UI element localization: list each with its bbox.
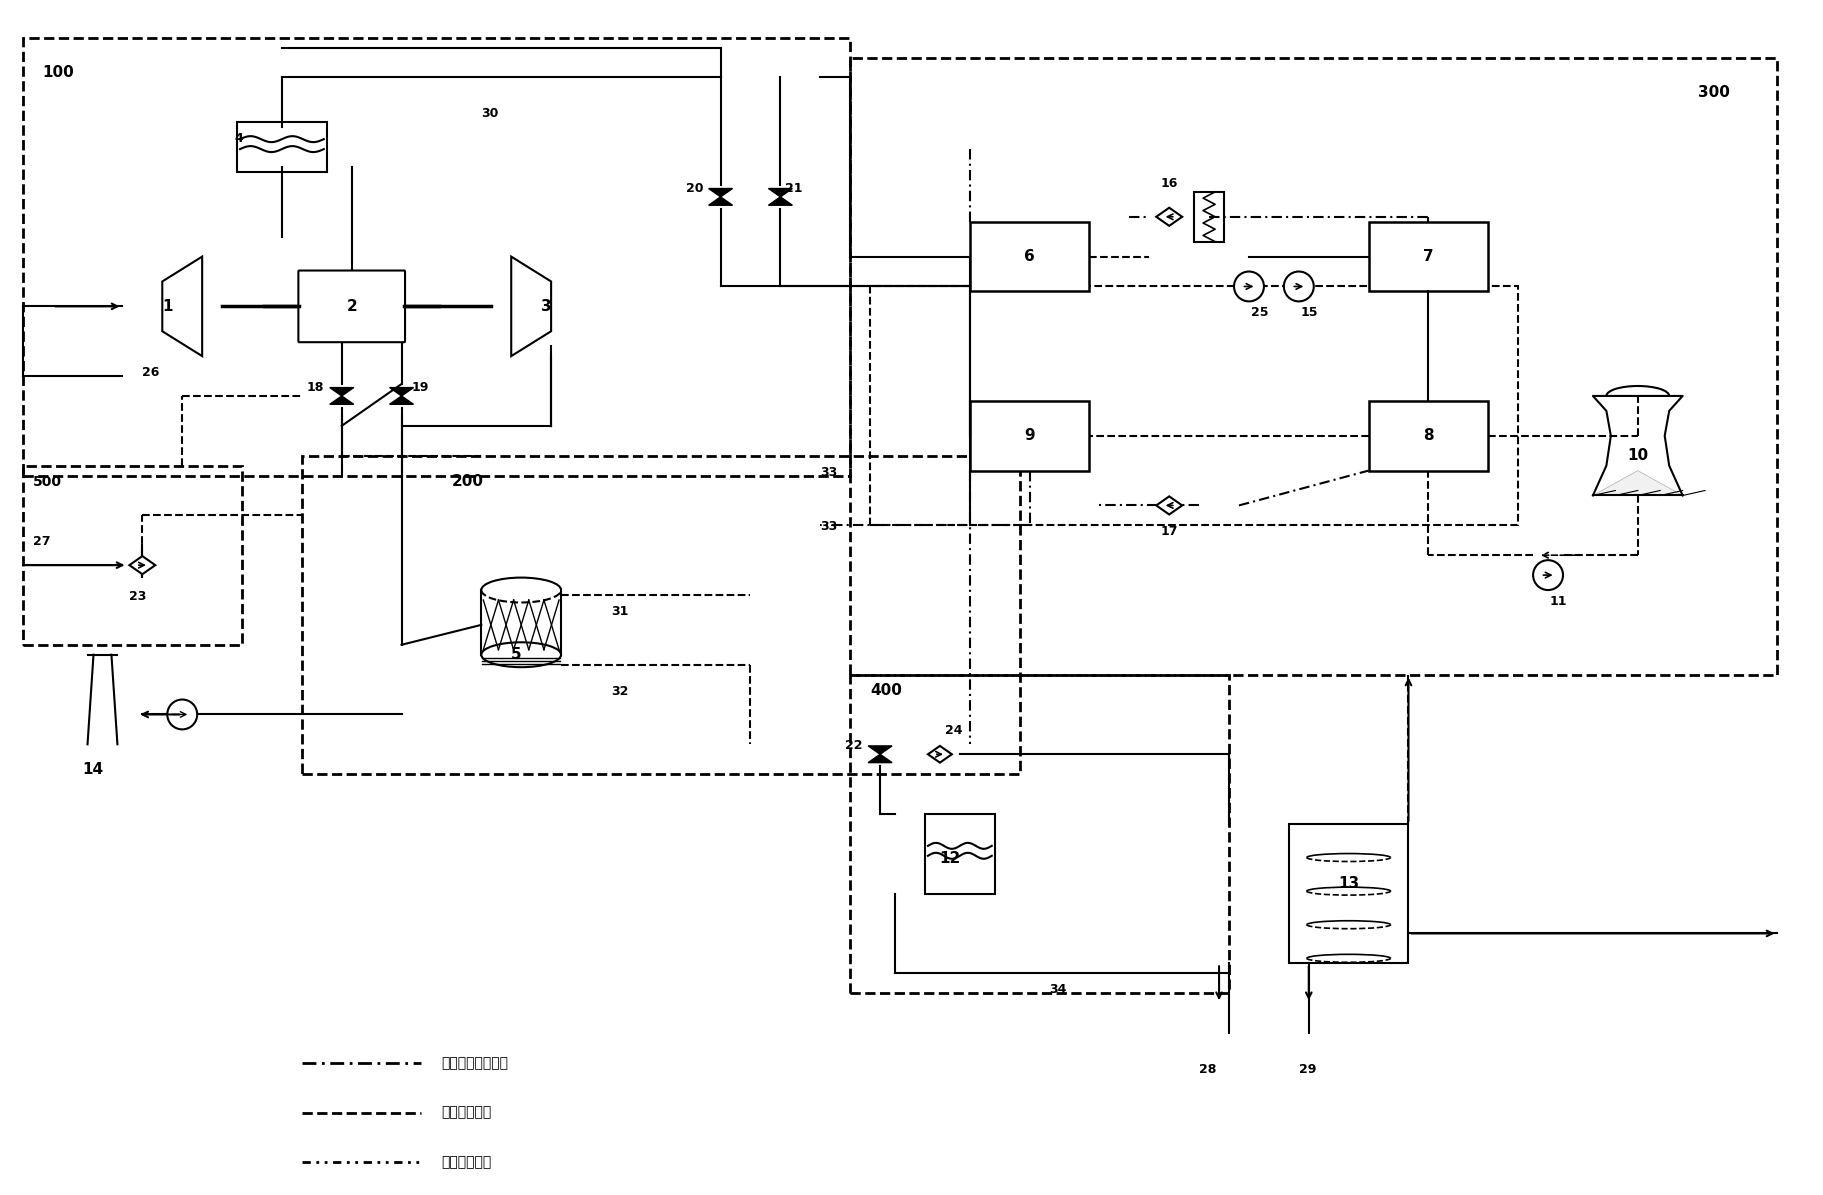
Circle shape — [1533, 560, 1562, 590]
Text: 16: 16 — [1159, 177, 1178, 190]
Text: 29: 29 — [1298, 1062, 1316, 1076]
Text: 33: 33 — [820, 520, 837, 533]
Circle shape — [168, 699, 197, 729]
Text: 21: 21 — [786, 182, 802, 195]
Text: 300: 300 — [1697, 85, 1728, 100]
Text: 22: 22 — [844, 740, 862, 753]
Text: 9: 9 — [1025, 428, 1034, 443]
Polygon shape — [330, 396, 354, 404]
Polygon shape — [868, 754, 891, 762]
Bar — [1289, 823, 1407, 963]
Text: 27: 27 — [33, 535, 51, 549]
Text: 11: 11 — [1550, 595, 1566, 608]
Text: 1: 1 — [162, 299, 173, 314]
FancyBboxPatch shape — [299, 270, 405, 342]
Bar — [22, 37, 850, 476]
Polygon shape — [390, 387, 414, 396]
Text: 200: 200 — [450, 473, 483, 489]
Text: 23: 23 — [129, 590, 146, 603]
Bar — [22, 466, 242, 645]
Circle shape — [1234, 271, 1263, 301]
Text: 500: 500 — [33, 474, 62, 489]
Polygon shape — [868, 746, 891, 754]
Text: 33: 33 — [820, 466, 837, 478]
Bar — [237, 122, 326, 172]
Text: 20: 20 — [685, 182, 704, 195]
Text: 8: 8 — [1422, 428, 1433, 443]
Text: 400: 400 — [870, 682, 902, 698]
Polygon shape — [767, 197, 791, 206]
Text: 19: 19 — [412, 381, 428, 394]
Text: 26: 26 — [142, 366, 160, 379]
Text: 3: 3 — [540, 299, 551, 314]
Bar — [924, 814, 994, 894]
Text: 13: 13 — [1338, 876, 1358, 891]
Polygon shape — [390, 396, 414, 404]
Text: 15: 15 — [1300, 306, 1318, 319]
Polygon shape — [330, 387, 354, 396]
Text: 4: 4 — [233, 133, 242, 145]
Text: 6: 6 — [1025, 249, 1034, 264]
Bar — [850, 675, 1229, 993]
Text: 吸收制冷循环管路: 吸收制冷循环管路 — [441, 1056, 509, 1070]
Polygon shape — [928, 746, 952, 762]
Bar — [301, 455, 1019, 774]
Bar — [850, 57, 1776, 675]
Bar — [1367, 222, 1488, 292]
Text: 32: 32 — [611, 685, 627, 698]
Bar — [870, 287, 1517, 526]
Bar — [1367, 400, 1488, 471]
Text: 14: 14 — [82, 762, 104, 777]
Polygon shape — [767, 189, 791, 197]
Text: 空调制冷管路: 空调制冷管路 — [441, 1156, 492, 1170]
Polygon shape — [1156, 208, 1181, 226]
Polygon shape — [129, 556, 155, 575]
Text: 17: 17 — [1159, 526, 1178, 538]
Circle shape — [1283, 271, 1313, 301]
Text: 冷却循环管路: 冷却循环管路 — [441, 1105, 492, 1120]
Bar — [970, 222, 1088, 292]
Bar — [970, 400, 1088, 471]
Text: 28: 28 — [1198, 1062, 1216, 1076]
Text: 2: 2 — [346, 299, 357, 314]
Text: 10: 10 — [1626, 448, 1648, 464]
Text: 12: 12 — [939, 851, 961, 866]
Bar — [1194, 192, 1223, 241]
Polygon shape — [707, 189, 733, 197]
Polygon shape — [1156, 496, 1181, 515]
Text: 24: 24 — [944, 724, 963, 737]
Text: 100: 100 — [42, 66, 75, 80]
Text: 5: 5 — [510, 648, 521, 662]
Text: 31: 31 — [611, 605, 627, 618]
Text: 18: 18 — [306, 381, 324, 394]
Text: 34: 34 — [1048, 983, 1066, 997]
Text: 7: 7 — [1422, 249, 1433, 264]
Text: 25: 25 — [1251, 306, 1267, 319]
Polygon shape — [707, 197, 733, 206]
Text: 30: 30 — [481, 108, 498, 121]
Polygon shape — [1591, 471, 1683, 496]
